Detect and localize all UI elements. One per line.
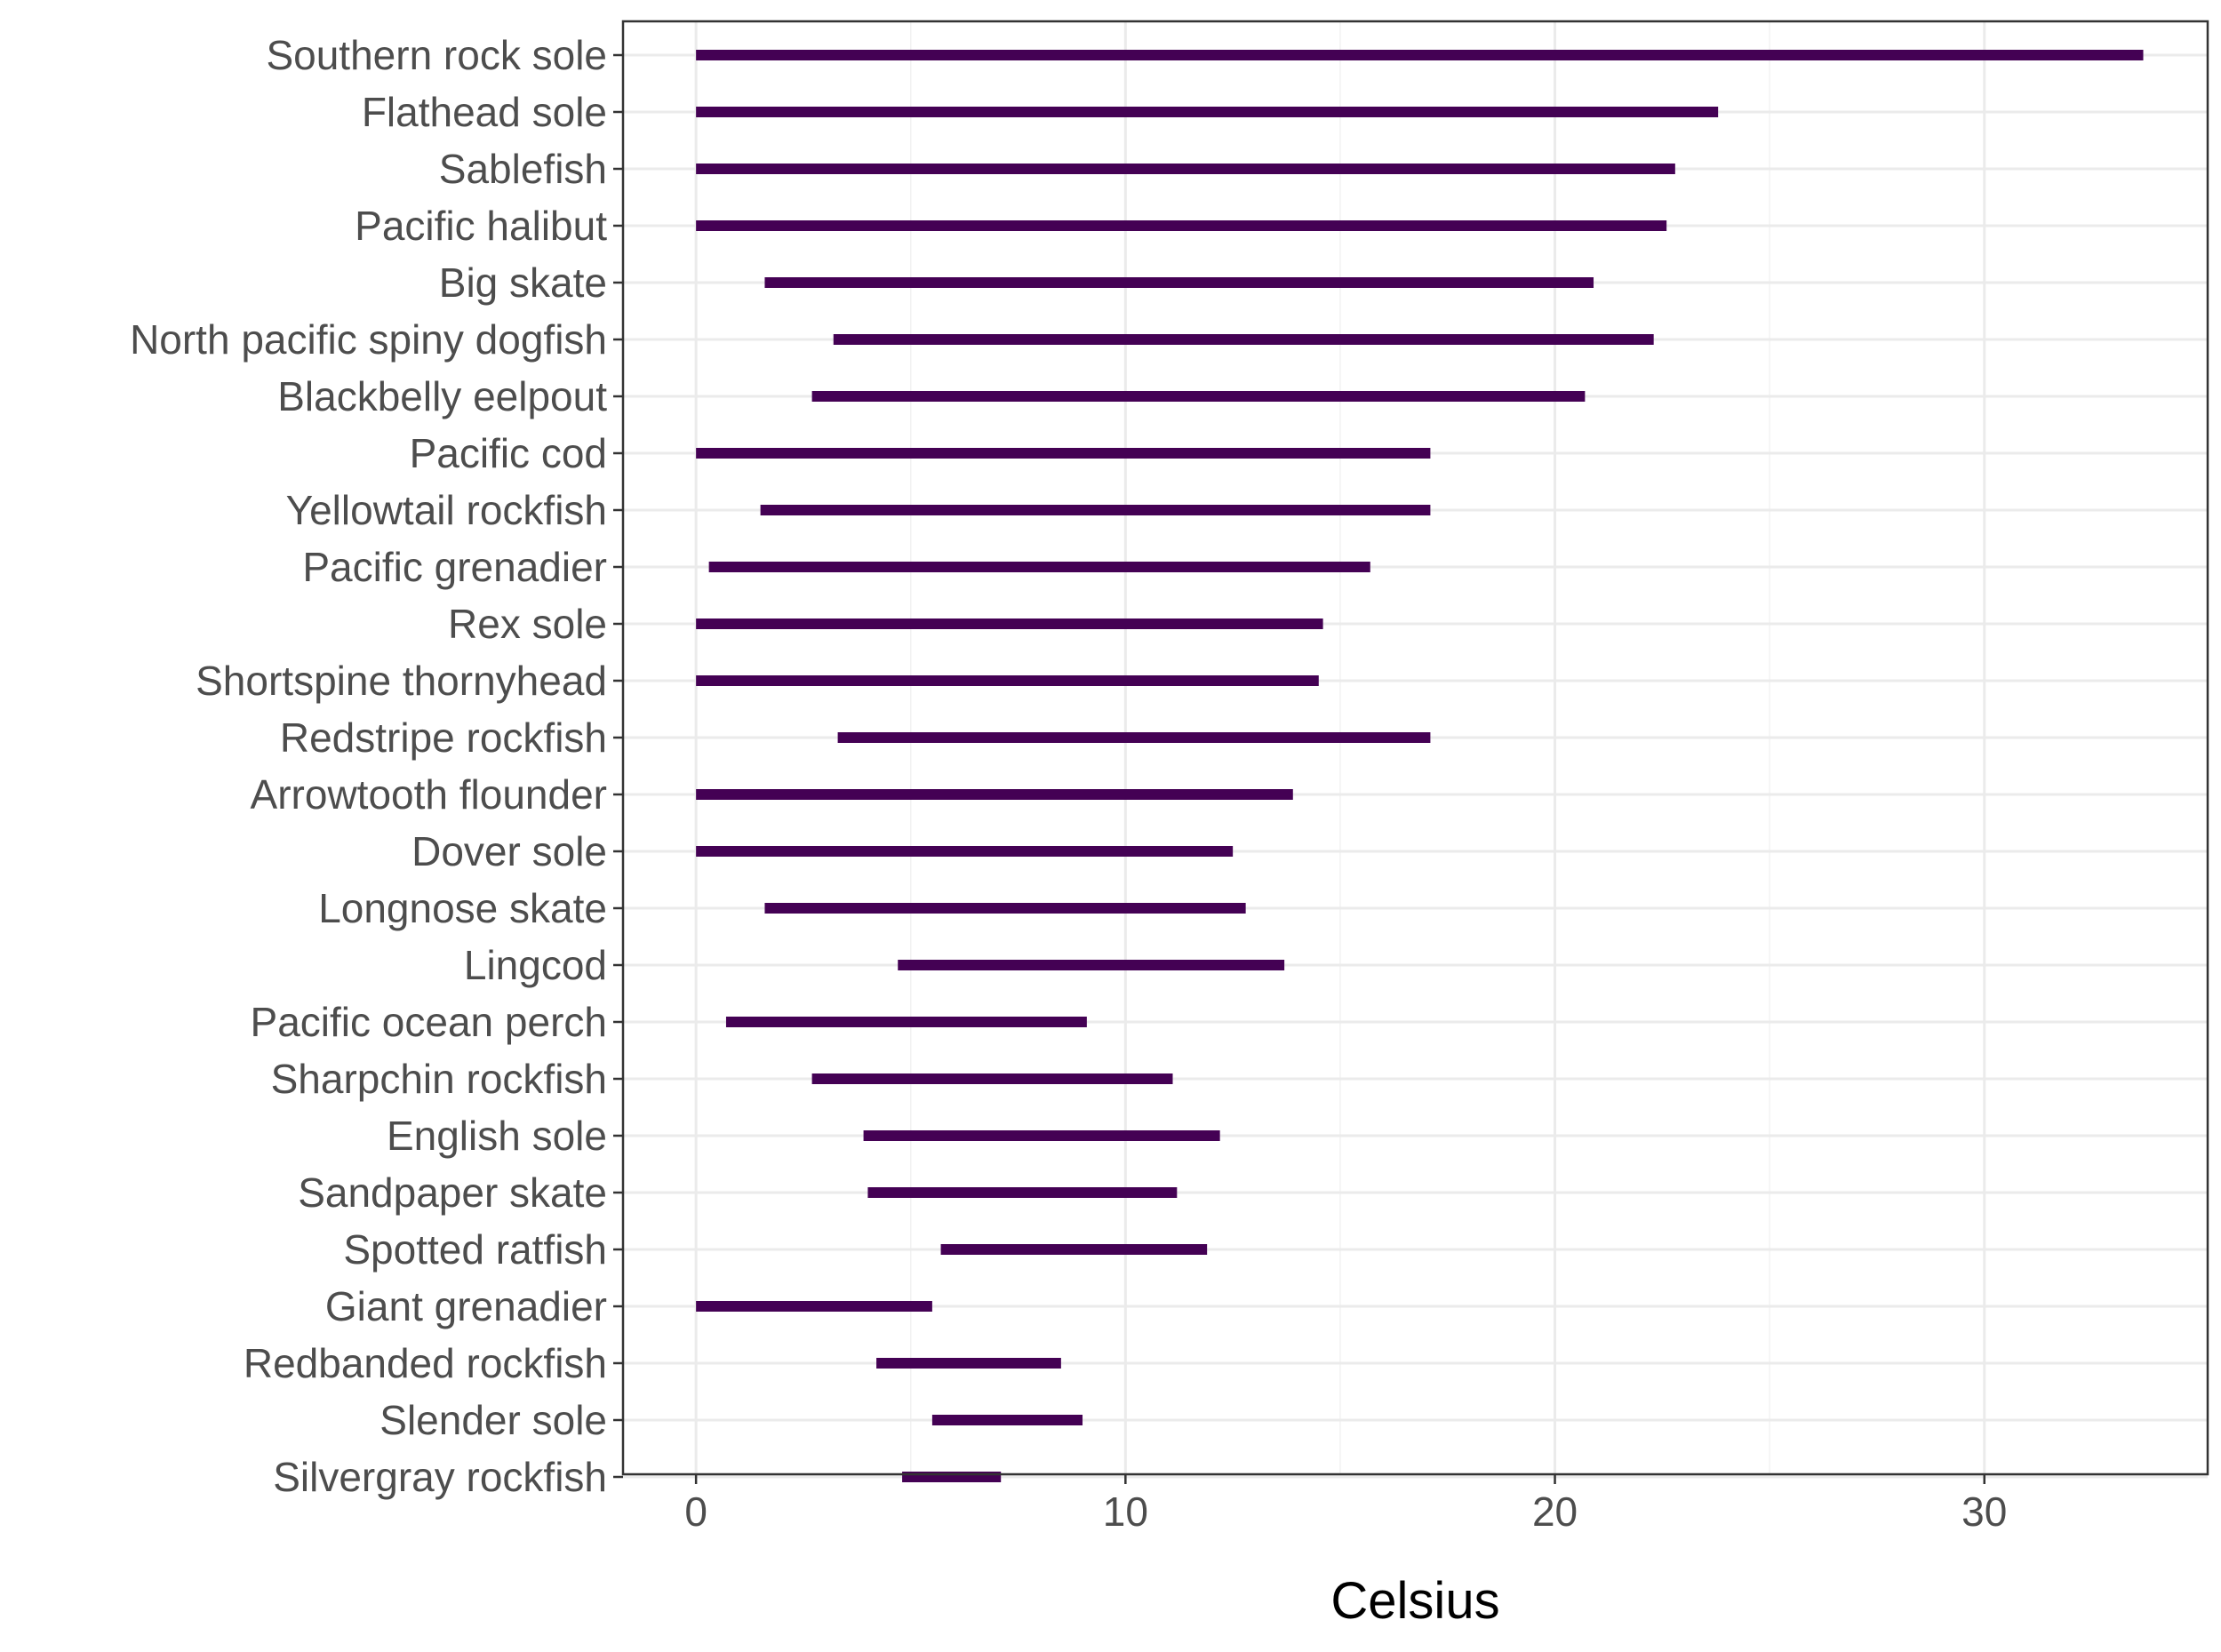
range-bar — [940, 1244, 1208, 1255]
y-tick-label: Shortspine thornyhead — [196, 658, 607, 704]
y-tick-label: Rex sole — [448, 601, 607, 647]
range-bar — [696, 619, 1323, 629]
y-tick-label: North pacific spiny dogfish — [130, 316, 607, 363]
y-axis: Southern rock sole Flathead sole Sablefish… — [130, 32, 623, 1500]
y-tick-label: Redbanded rockfish — [244, 1340, 607, 1386]
range-bar — [863, 1130, 1220, 1141]
range-bar — [696, 675, 1319, 686]
range-bar — [696, 789, 1293, 800]
y-tick-label: Arrowtooth flounder — [251, 771, 607, 818]
y-tick-label: Redstripe rockfish — [280, 714, 607, 761]
range-bar — [696, 220, 1667, 231]
y-tick-label: Pacific cod — [410, 430, 607, 476]
range-bars — [696, 50, 2144, 1482]
range-bar — [696, 1301, 932, 1312]
y-tick-label: Sandpaper skate — [298, 1169, 607, 1216]
panel-border — [621, 20, 2209, 1476]
y-tick-label: Sablefish — [439, 146, 607, 192]
range-bar — [696, 107, 1719, 117]
y-tick-label: Slender sole — [379, 1397, 607, 1443]
y-tick-label: Spotted ratfish — [343, 1226, 607, 1273]
y-tick-label: Pacific grenadier — [302, 544, 607, 590]
range-bar — [931, 1415, 1083, 1425]
x-axis-title: Celsius — [1330, 1572, 1499, 1630]
range-bar — [876, 1358, 1061, 1369]
y-tick-label: Giant grenadier — [325, 1283, 607, 1329]
x-tick-label: 10 — [1103, 1488, 1148, 1535]
y-tick-label: Lingcod — [464, 942, 607, 988]
x-axis: 0 10 20 30 — [684, 1474, 2007, 1535]
range-bar — [811, 391, 1586, 402]
range-bar — [696, 846, 1234, 857]
range-bar — [898, 960, 1285, 970]
range-bar — [696, 50, 2144, 60]
y-tick-label: Dover sole — [411, 828, 607, 874]
y-tick-label: Blackbelly eelpout — [277, 373, 607, 419]
x-tick-label: 20 — [1532, 1488, 1578, 1535]
y-tick-label: Sharpchin rockfish — [271, 1056, 607, 1102]
range-bar — [837, 732, 1431, 743]
range-bar — [696, 448, 1431, 459]
range-bar — [725, 1017, 1087, 1027]
y-tick-label: English sole — [387, 1113, 607, 1159]
range-bar — [760, 505, 1431, 515]
y-tick-label: Yellowtail rockfish — [286, 487, 607, 533]
range-bar — [764, 277, 1594, 288]
range-bar — [708, 562, 1370, 572]
y-tick-label: Southern rock sole — [266, 32, 607, 78]
y-tick-label: Big skate — [439, 259, 607, 306]
range-bar — [764, 903, 1246, 914]
y-tick-label: Pacific ocean perch — [251, 999, 607, 1045]
y-tick-label: Silvergray rockfish — [273, 1454, 607, 1500]
x-tick-label: 0 — [684, 1488, 707, 1535]
range-bar — [696, 164, 1675, 174]
y-tick-label: Flathead sole — [362, 89, 607, 135]
y-tick-label: Pacific halibut — [355, 203, 607, 249]
range-bar — [833, 334, 1654, 345]
range-bar — [811, 1073, 1173, 1084]
range-bar — [867, 1187, 1178, 1198]
y-tick-label: Longnose skate — [318, 885, 607, 931]
x-tick-label: 30 — [1961, 1488, 2007, 1535]
